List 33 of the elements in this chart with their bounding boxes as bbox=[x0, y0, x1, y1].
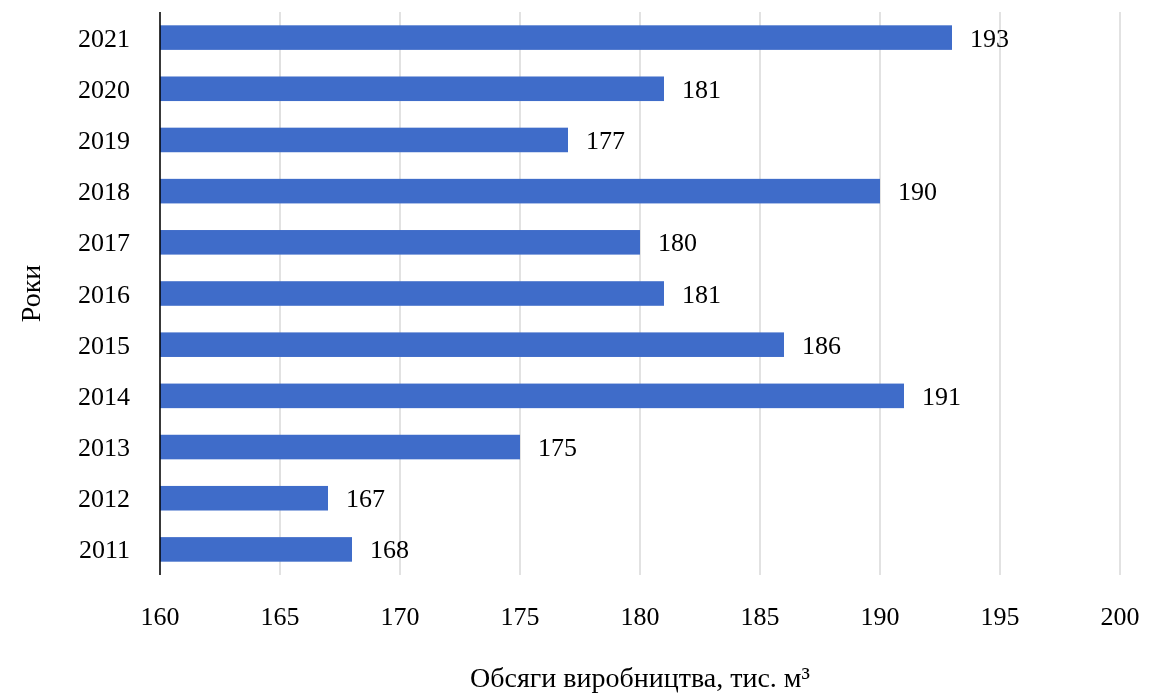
x-tick-label: 165 bbox=[260, 602, 300, 631]
x-tick-label: 190 bbox=[860, 602, 900, 631]
data-label: 191 bbox=[922, 381, 961, 411]
x-tick-label: 175 bbox=[500, 602, 540, 631]
y-tick-label: 2013 bbox=[78, 433, 130, 463]
x-tick-label: 170 bbox=[380, 602, 420, 631]
y-tick-label: 2019 bbox=[78, 125, 130, 155]
data-label: 180 bbox=[658, 228, 697, 258]
y-tick-label: 2017 bbox=[78, 228, 130, 258]
x-tick-label: 195 bbox=[980, 602, 1020, 631]
data-label: 177 bbox=[586, 125, 625, 155]
data-label: 190 bbox=[898, 177, 937, 207]
data-label: 167 bbox=[346, 484, 385, 514]
y-tick-label: 2021 bbox=[78, 23, 130, 53]
x-tick-label: 200 bbox=[1100, 602, 1140, 631]
data-label: 175 bbox=[538, 433, 577, 463]
data-label: 168 bbox=[370, 535, 409, 565]
y-tick-label: 2011 bbox=[78, 535, 130, 565]
x-axis-title: Обсяги виробництва, тис. м³ bbox=[470, 662, 810, 693]
y-tick-label: 2018 bbox=[78, 177, 130, 207]
y-tick-label: 2012 bbox=[78, 484, 130, 514]
x-tick-label: 180 bbox=[620, 602, 660, 631]
y-tick-label: 2020 bbox=[78, 74, 130, 104]
data-label: 181 bbox=[682, 74, 721, 104]
x-tick-label: 185 bbox=[740, 602, 780, 631]
x-tick-label: 160 bbox=[140, 602, 180, 631]
y-tick-label: 2015 bbox=[78, 330, 130, 360]
data-label: 181 bbox=[682, 279, 721, 309]
y-tick-label: 2014 bbox=[78, 381, 130, 411]
data-label: 193 bbox=[970, 23, 1009, 53]
data-label: 186 bbox=[802, 330, 841, 360]
y-axis-title: Роки bbox=[15, 264, 46, 323]
y-tick-label: 2016 bbox=[78, 279, 130, 309]
